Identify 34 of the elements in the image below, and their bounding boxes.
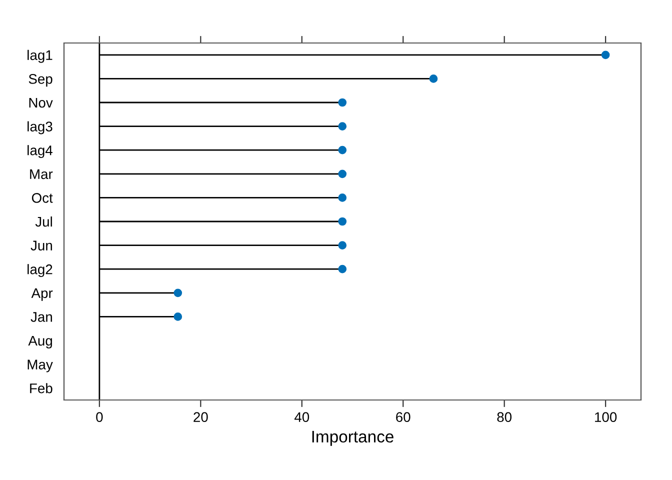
y-tick-label: May [28,360,53,372]
x-axis-title: Importance [312,430,394,446]
y-tick-label: lag3 [28,121,52,134]
point [338,264,347,274]
x-tick-label: 20 [194,412,208,422]
point [338,98,347,107]
point [338,217,347,226]
point [338,194,347,202]
y-tick-label: Mar [30,169,53,180]
x-tick-label: 60 [396,412,410,422]
point [338,241,347,250]
y-tick-label: Nov [29,98,53,108]
y-tick-label: Sep [28,74,52,87]
y-tick-label: Jul [35,216,52,227]
y-tick-label: Oct [32,193,53,203]
point [338,122,347,130]
x-tick-label: 100 [595,412,617,422]
y-tick-label: lag4 [28,145,52,158]
y-tick-label: Aug [28,336,52,348]
point [174,288,182,298]
x-tick-label: 80 [497,412,512,422]
x-tick-label: 0 [96,412,103,422]
y-tick-label: lag1 [28,50,52,63]
point [601,50,610,60]
y-tick-label: Feb [30,383,52,394]
point [338,146,347,154]
point [338,170,347,178]
y-tick-label: lag2 [28,264,52,278]
y-tick-label: Jan [30,312,52,322]
x-tick-label: 40 [294,412,310,422]
point [429,74,438,83]
point [174,312,182,321]
y-tick-label: Apr [31,288,53,301]
y-tick-label: Jun [30,240,52,250]
